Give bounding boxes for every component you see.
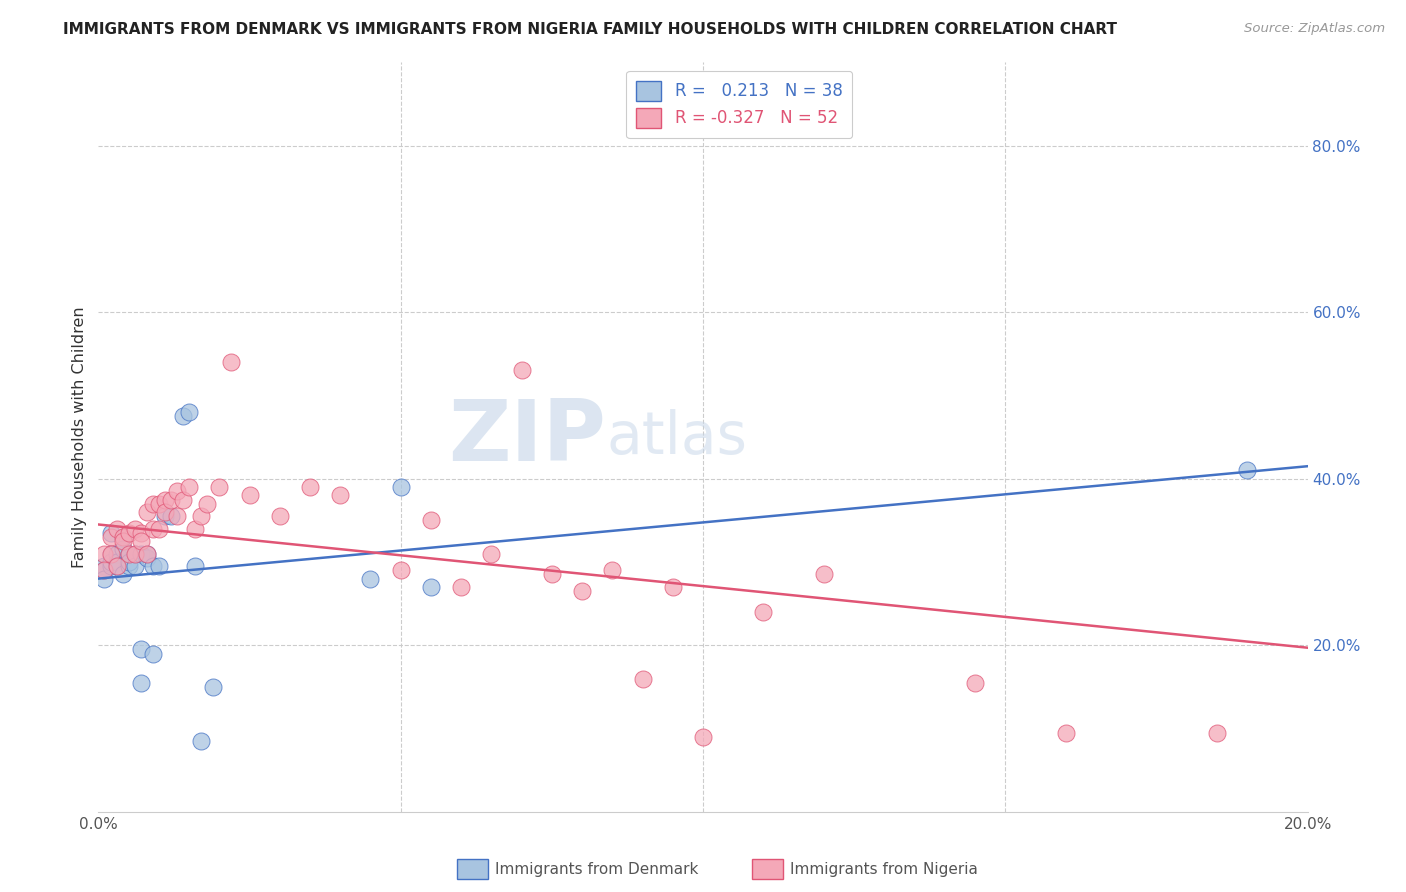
Point [100, 530, 122, 544]
Point [389, 563, 412, 577]
Point [111, 534, 134, 549]
Point [142, 559, 165, 574]
Point [142, 647, 165, 661]
Point [661, 580, 683, 594]
Point [389, 480, 412, 494]
Point [105, 547, 128, 561]
Point [1054, 725, 1077, 739]
Point [692, 730, 714, 744]
Point [1236, 463, 1258, 477]
Point [124, 547, 146, 561]
Point [111, 542, 134, 557]
Point [184, 522, 207, 536]
Point [142, 497, 165, 511]
Point [100, 559, 122, 574]
Point [129, 525, 152, 540]
Point [360, 572, 382, 586]
Point [148, 497, 170, 511]
Point [93, 572, 115, 586]
Point [172, 492, 194, 507]
Point [179, 480, 201, 494]
Point [172, 409, 194, 424]
Point [420, 513, 443, 527]
Point [813, 567, 835, 582]
Point [148, 522, 170, 536]
Point [118, 555, 141, 569]
Point [129, 675, 152, 690]
Point [93, 563, 115, 577]
Point [118, 547, 141, 561]
Point [93, 563, 115, 577]
Point [118, 547, 141, 561]
Point [100, 547, 122, 561]
Point [202, 680, 225, 694]
Text: Immigrants from Denmark: Immigrants from Denmark [495, 863, 699, 877]
Text: Source: ZipAtlas.com: Source: ZipAtlas.com [1244, 22, 1385, 36]
Point [118, 559, 141, 574]
Point [124, 522, 146, 536]
Point [160, 509, 183, 524]
Text: Immigrants from Nigeria: Immigrants from Nigeria [790, 863, 979, 877]
Point [160, 492, 183, 507]
Point [153, 505, 176, 519]
Point [129, 547, 152, 561]
Point [153, 509, 176, 524]
Point [93, 547, 115, 561]
Point [190, 509, 212, 524]
Point [100, 555, 122, 569]
Point [135, 550, 157, 565]
Point [105, 559, 128, 574]
Point [184, 559, 207, 574]
Text: atlas: atlas [606, 409, 747, 466]
Legend: R =   0.213   N = 38, R = -0.327   N = 52: R = 0.213 N = 38, R = -0.327 N = 52 [626, 70, 852, 138]
Point [111, 530, 134, 544]
Point [190, 734, 212, 748]
Point [752, 605, 775, 619]
Point [329, 488, 352, 502]
Point [105, 555, 128, 569]
Point [1206, 725, 1229, 739]
Point [111, 567, 134, 582]
Point [100, 525, 122, 540]
Point [540, 567, 562, 582]
Point [142, 522, 165, 536]
Point [299, 480, 322, 494]
Point [221, 355, 243, 369]
Text: IMMIGRANTS FROM DENMARK VS IMMIGRANTS FROM NIGERIA FAMILY HOUSEHOLDS WITH CHILDR: IMMIGRANTS FROM DENMARK VS IMMIGRANTS FR… [63, 22, 1118, 37]
Point [195, 497, 218, 511]
Point [269, 509, 291, 524]
Point [166, 509, 188, 524]
Point [124, 559, 146, 574]
Point [148, 559, 170, 574]
Point [481, 547, 503, 561]
Point [111, 530, 134, 544]
Point [166, 484, 188, 499]
Point [118, 525, 141, 540]
Point [450, 580, 472, 594]
Text: ZIP: ZIP [449, 395, 606, 479]
Point [631, 672, 654, 686]
Point [153, 492, 176, 507]
Point [105, 522, 128, 536]
Point [602, 563, 624, 577]
Point [239, 488, 262, 502]
Point [135, 547, 157, 561]
Point [420, 580, 443, 594]
Point [571, 584, 593, 599]
Point [105, 559, 128, 574]
Point [100, 547, 122, 561]
Point [179, 405, 201, 419]
Point [129, 534, 152, 549]
Point [510, 363, 533, 377]
Point [135, 505, 157, 519]
Point [965, 675, 987, 690]
Y-axis label: Family Households with Children: Family Households with Children [72, 306, 87, 568]
Point [124, 547, 146, 561]
Point [208, 480, 231, 494]
Point [135, 547, 157, 561]
Point [93, 559, 115, 574]
Point [129, 642, 152, 657]
